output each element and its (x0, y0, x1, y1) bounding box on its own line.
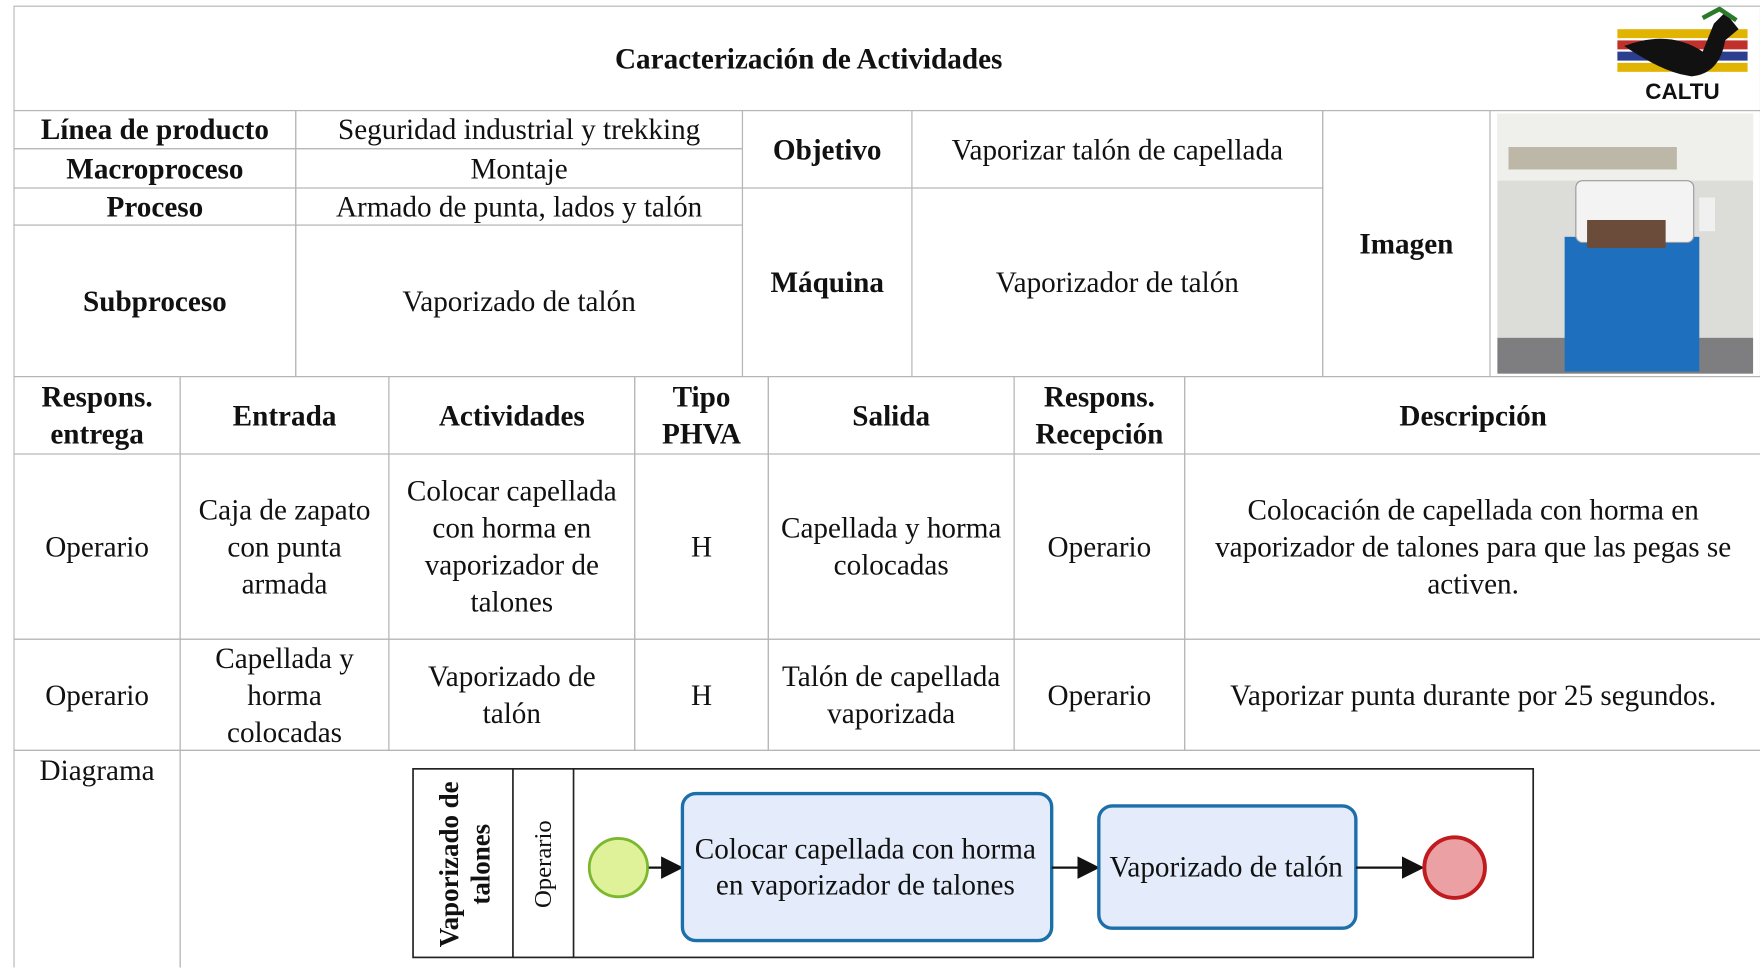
lane-label: Operario (528, 820, 557, 909)
table-cell: Operario (1013, 638, 1186, 751)
info-value: Seguridad industrial y trekking (295, 109, 744, 150)
title: Caracterización de Actividades (614, 42, 1003, 75)
column-header: Descripción (1184, 376, 1760, 455)
table-cell: Operario (13, 638, 181, 751)
table-cell: H (634, 453, 769, 640)
table-cell: H (634, 638, 769, 751)
maquina-label: Máquina (741, 187, 913, 378)
task-label: Vaporizado de talón (1109, 850, 1343, 883)
imagen-label: Imagen (1322, 109, 1491, 378)
column-header: Respons. entrega (13, 376, 181, 455)
info-label: Macroproceso (13, 148, 297, 189)
column-header: Respons. Recepción (1013, 376, 1186, 455)
table-cell: Operario (1013, 453, 1186, 640)
table-cell: Vaporizado de talón (388, 638, 636, 751)
info-value: Vaporizado de talón (295, 224, 744, 378)
table-cell: Vaporizar punta durante por 25 segundos. (1184, 638, 1760, 751)
table-cell: Talón de capellada vaporizada (767, 638, 1015, 751)
table-cell: Operario (13, 453, 181, 640)
title-row: Caracterización de Actividades (13, 5, 1760, 112)
objetivo-label: Objetivo (741, 109, 913, 189)
table-cell: Capellada y horma colocadas (767, 453, 1015, 640)
bpmn-diagram (412, 768, 1535, 959)
logo-text: CALTU (1645, 79, 1719, 104)
info-value: Montaje (295, 148, 744, 189)
info-label: Subproceso (13, 224, 297, 378)
task-label: Colocar capellada con horma en vaporizad… (694, 832, 1036, 901)
column-header: Tipo PHVA (634, 376, 769, 455)
imagen-cell (1489, 109, 1760, 378)
info-label: Proceso (13, 187, 297, 226)
pool-label: Vaporizado de talones (435, 781, 497, 948)
maquina-value: Vaporizador de talón (911, 187, 1324, 378)
logo: CALTU (1617, 6, 1748, 104)
column-header: Entrada (179, 376, 390, 455)
machine-photo (1497, 113, 1754, 374)
column-header: Salida (767, 376, 1015, 455)
diagram-label: Diagrama (13, 749, 181, 968)
table-cell: Caja de zapato con punta armada (179, 453, 390, 640)
info-value: Armado de punta, lados y talón (295, 187, 744, 226)
table-cell: Colocar capellada con horma en vaporizad… (388, 453, 636, 640)
info-label: Línea de producto (13, 109, 297, 150)
table-cell: Colocación de capellada con horma en vap… (1184, 453, 1760, 640)
column-header: Actividades (388, 376, 636, 455)
table-cell: Capellada y horma colocadas (179, 638, 390, 751)
objetivo-value: Vaporizar talón de capellada (911, 109, 1324, 189)
